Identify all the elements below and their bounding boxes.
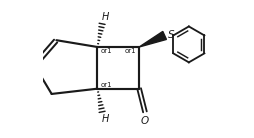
Text: or1: or1 — [100, 82, 112, 88]
Text: S: S — [168, 30, 174, 40]
Text: or1: or1 — [100, 48, 112, 54]
Text: H: H — [101, 114, 109, 124]
Polygon shape — [139, 31, 166, 47]
Text: H: H — [101, 12, 109, 22]
Text: or1: or1 — [125, 48, 136, 54]
Text: O: O — [141, 116, 149, 126]
